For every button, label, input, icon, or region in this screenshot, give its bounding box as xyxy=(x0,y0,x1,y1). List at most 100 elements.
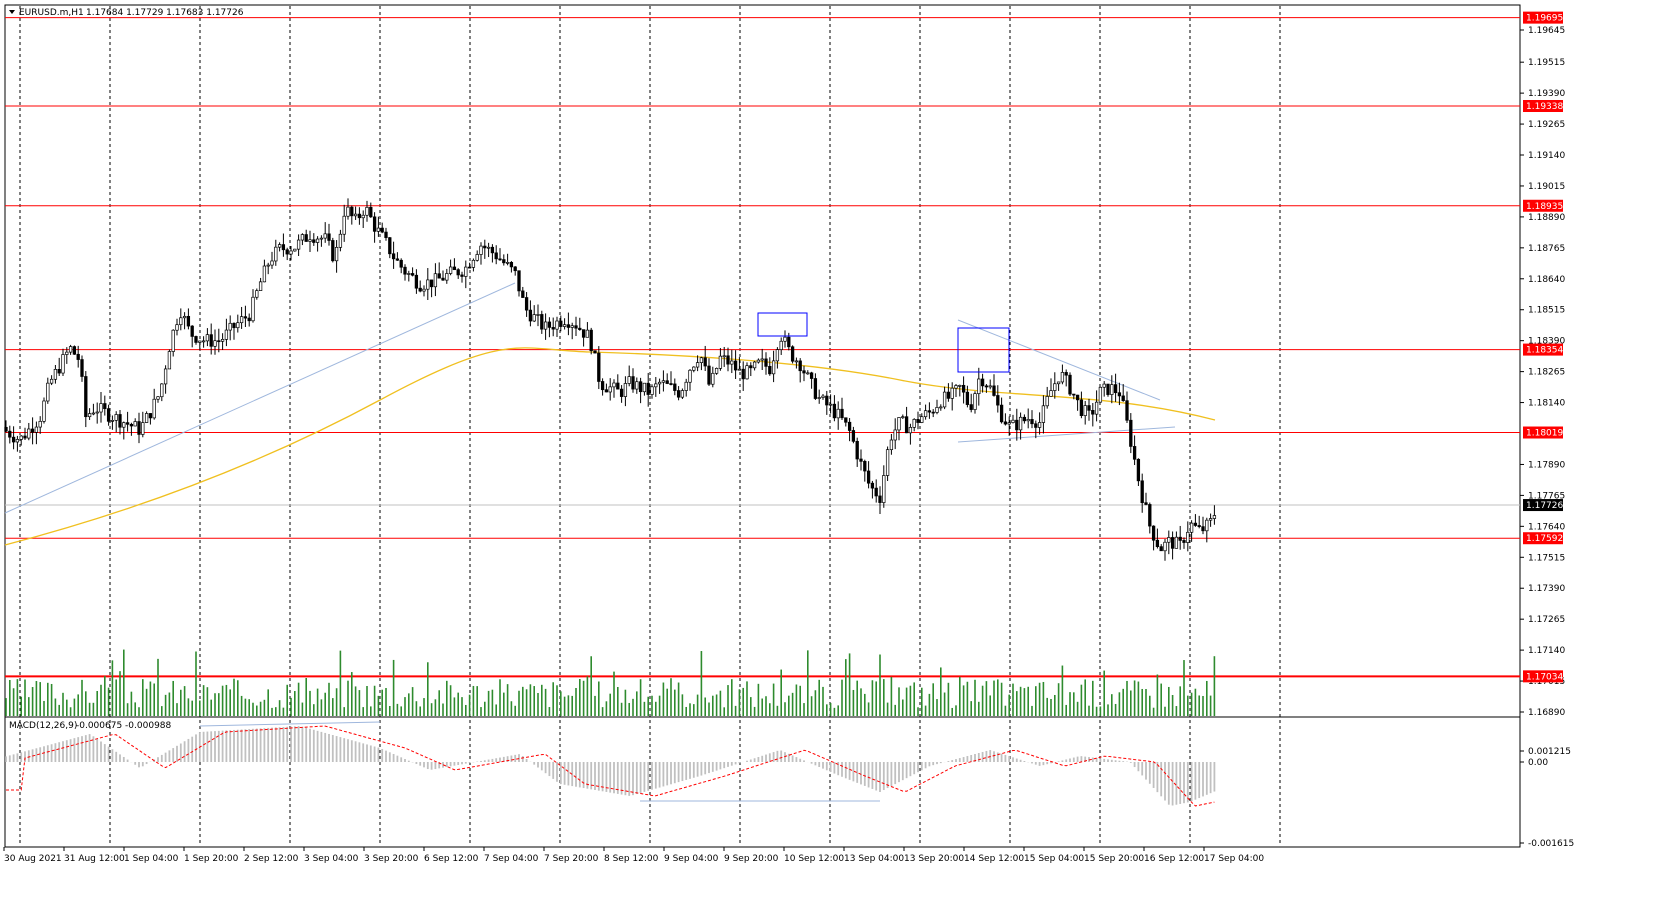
candle-body xyxy=(232,322,236,329)
candle-body xyxy=(220,339,225,342)
candle-body xyxy=(384,231,388,238)
candle-body xyxy=(581,329,586,338)
candle-body xyxy=(213,340,217,347)
candle-body xyxy=(741,368,745,380)
candle-body xyxy=(194,336,198,343)
candle-body xyxy=(247,317,251,322)
candle-body xyxy=(1102,383,1106,388)
candle-body xyxy=(597,352,601,382)
candle-body xyxy=(304,234,308,242)
candle-body xyxy=(513,266,517,272)
candle-body xyxy=(414,274,419,289)
price-level-tag-label: 1.19695 xyxy=(1526,14,1563,24)
candle-body xyxy=(114,414,118,421)
candle-body xyxy=(156,396,160,400)
candle-body xyxy=(144,413,149,423)
candle-body xyxy=(198,340,202,343)
candle-body xyxy=(327,233,331,241)
horizontal-levels[interactable] xyxy=(5,17,1520,678)
candle-body xyxy=(992,385,996,396)
candle-body xyxy=(775,349,780,362)
candle-body xyxy=(357,213,362,219)
price-level-tag xyxy=(1523,343,1563,356)
candle-body xyxy=(893,429,897,441)
grid-lines xyxy=(19,6,1281,846)
candle-body xyxy=(289,250,293,255)
price-axis-label: 1.17765 xyxy=(1528,491,1565,501)
candle-body xyxy=(1060,372,1065,383)
candle-body xyxy=(661,380,666,383)
candle-body xyxy=(125,422,130,425)
candle-body xyxy=(361,214,365,219)
candle-body xyxy=(258,281,263,291)
candle-body xyxy=(999,404,1004,423)
price-axis-label: 1.19390 xyxy=(1528,89,1565,99)
time-axis-label: 13 Sep 20:00 xyxy=(904,854,964,864)
price-level-tag xyxy=(1523,11,1563,24)
symbol-label: EURUSD.m,H1 xyxy=(19,8,84,18)
candle-body xyxy=(429,279,434,288)
time-axis-label: 8 Sep 12:00 xyxy=(604,854,659,864)
time-axis-label: 15 Sep 04:00 xyxy=(1024,854,1084,864)
candle-body xyxy=(616,382,620,390)
candle-body xyxy=(167,351,172,370)
candle-body xyxy=(760,358,764,361)
candle-body xyxy=(866,470,871,484)
price-level-tag-label: 1.18019 xyxy=(1526,429,1563,439)
candle-body xyxy=(1136,458,1141,482)
candle-body xyxy=(1037,422,1042,428)
candle-body xyxy=(315,238,320,243)
candle-body xyxy=(806,372,810,375)
candle-body xyxy=(323,233,327,239)
candle-body xyxy=(878,495,882,503)
macd-signal-line xyxy=(6,725,1215,807)
candle-body xyxy=(958,384,962,387)
macd-trend-line xyxy=(199,721,381,727)
candle-body xyxy=(612,382,616,388)
candle-body xyxy=(1208,518,1213,521)
candle-body xyxy=(296,239,301,250)
candle-body xyxy=(608,386,612,393)
price-level-tag-label: 1.17592 xyxy=(1526,534,1563,544)
candle-body xyxy=(524,297,529,311)
time-axis-label: 7 Sep 20:00 xyxy=(544,854,599,864)
candle-body xyxy=(832,403,837,419)
candle-body xyxy=(543,321,548,330)
candle-body xyxy=(376,227,381,232)
price-axis-label: 1.18640 xyxy=(1528,275,1565,285)
candle-body xyxy=(65,351,69,355)
candle-body xyxy=(942,391,947,408)
candle-body xyxy=(882,475,886,503)
candle-body xyxy=(1148,504,1152,527)
price-axis-label: 1.17140 xyxy=(1528,646,1565,656)
current-price-tag xyxy=(1523,499,1563,512)
candle-body xyxy=(1003,421,1008,425)
candle-body xyxy=(388,237,392,255)
candle-body xyxy=(243,316,248,319)
candle-body xyxy=(1178,536,1182,541)
macd-axis-label: -0.001615 xyxy=(1528,839,1574,849)
candle-body xyxy=(984,385,989,388)
candle-body xyxy=(977,378,981,394)
price-level-tag xyxy=(1523,426,1563,439)
price-axis-label: 1.18765 xyxy=(1528,244,1565,254)
candle-body xyxy=(1121,395,1125,402)
candle-body xyxy=(334,246,339,262)
candle-body xyxy=(426,279,430,290)
candle-body xyxy=(1132,446,1137,460)
candle-body xyxy=(714,368,719,374)
candle-body xyxy=(433,273,438,288)
candle-body xyxy=(692,366,696,371)
candle-body xyxy=(980,378,985,387)
candles xyxy=(4,198,1217,561)
price-level-tag-label: 1.19338 xyxy=(1526,102,1563,112)
candle-body xyxy=(141,422,145,435)
pattern-boxes[interactable] xyxy=(757,312,1010,373)
candle-body xyxy=(11,436,16,443)
triangle-down-icon[interactable] xyxy=(9,10,15,14)
candle-body xyxy=(72,346,77,355)
time-axis-label: 15 Sep 20:00 xyxy=(1084,854,1144,864)
time-axis-label: 17 Sep 04:00 xyxy=(1204,854,1264,864)
candle-body xyxy=(555,320,559,330)
